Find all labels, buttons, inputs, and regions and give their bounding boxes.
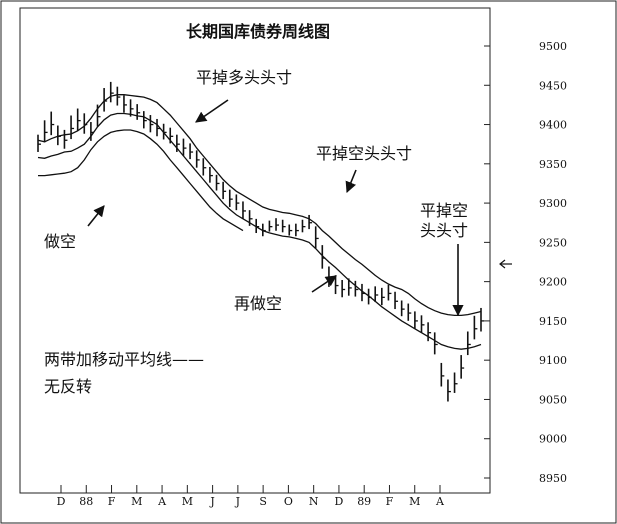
annotation-exit-long: 平掉多头头寸	[196, 68, 292, 87]
annotations: 平掉多头头寸 平掉空头头寸 平掉空 头头寸 做空 再做空 两带加移动平均线—— …	[44, 68, 468, 396]
x-tick-label: A	[157, 495, 167, 508]
y-tick-label: 9350	[539, 158, 567, 171]
plot-area-border	[19, 7, 491, 494]
annotation-exit-short: 平掉空头头寸	[316, 144, 412, 163]
x-tick-label: N	[309, 495, 319, 508]
x-tick-label: J	[209, 495, 214, 508]
y-tick-label: 9150	[539, 315, 567, 328]
x-tick-label: D	[57, 495, 66, 508]
annotation-note-line1: 两带加移动平均线——	[44, 350, 204, 369]
arrow-exit-long	[195, 99, 229, 123]
x-tick-label: F	[108, 495, 116, 508]
annotation-exit-short-2b: 头头寸	[420, 221, 468, 240]
arrow-exit-short	[345, 169, 357, 194]
y-tick-label: 9450	[539, 79, 567, 92]
y-tick-label: 9250	[539, 236, 567, 249]
x-tick-label: A	[435, 495, 445, 508]
moving-average-line-1	[37, 94, 482, 317]
y-tick-label: 9050	[539, 393, 567, 406]
chart-title: 长期国库债券周线图	[186, 22, 330, 41]
y-tick-label: 9500	[539, 40, 567, 53]
arrow-go-short	[87, 205, 105, 227]
side-marker	[499, 259, 512, 269]
annotation-go-short: 做空	[44, 232, 76, 251]
x-tick-label: D	[335, 495, 344, 508]
side-marker-head	[499, 259, 506, 269]
y-axis: 9500 9450 9400 9350 9300 9250 9200 9150 9100 9050…	[484, 40, 567, 485]
x-tick-label: M	[409, 495, 420, 508]
y-tick-label: 9200	[539, 276, 567, 289]
x-tick-label: S	[259, 495, 267, 508]
y-tick-label: 8950	[539, 472, 567, 485]
x-tick-label: J	[235, 495, 240, 508]
moving-average-lines	[37, 94, 482, 350]
y-tick-label: 9000	[539, 433, 567, 446]
x-axis: D 88 F M A M J J S O N D 89 F M A	[57, 485, 445, 508]
y-tick-label: 9300	[539, 197, 567, 210]
annotation-go-short-again: 再做空	[234, 294, 282, 313]
x-tick-label: O	[284, 495, 293, 508]
arrow-go-short-again	[311, 275, 337, 293]
annotation-note-line2: 无反转	[44, 377, 92, 396]
y-tick-label: 9100	[539, 354, 567, 367]
annotation-exit-short-2a: 平掉空	[420, 201, 468, 220]
x-tick-label: F	[386, 495, 394, 508]
y-tick-label: 9400	[539, 119, 567, 132]
x-tick-label: 88	[79, 495, 93, 508]
moving-average-line-3	[38, 129, 244, 232]
x-tick-label: 89	[357, 495, 371, 508]
x-tick-label: M	[131, 495, 142, 508]
x-tick-label: M	[182, 495, 193, 508]
moving-average-line-2	[37, 112, 482, 350]
